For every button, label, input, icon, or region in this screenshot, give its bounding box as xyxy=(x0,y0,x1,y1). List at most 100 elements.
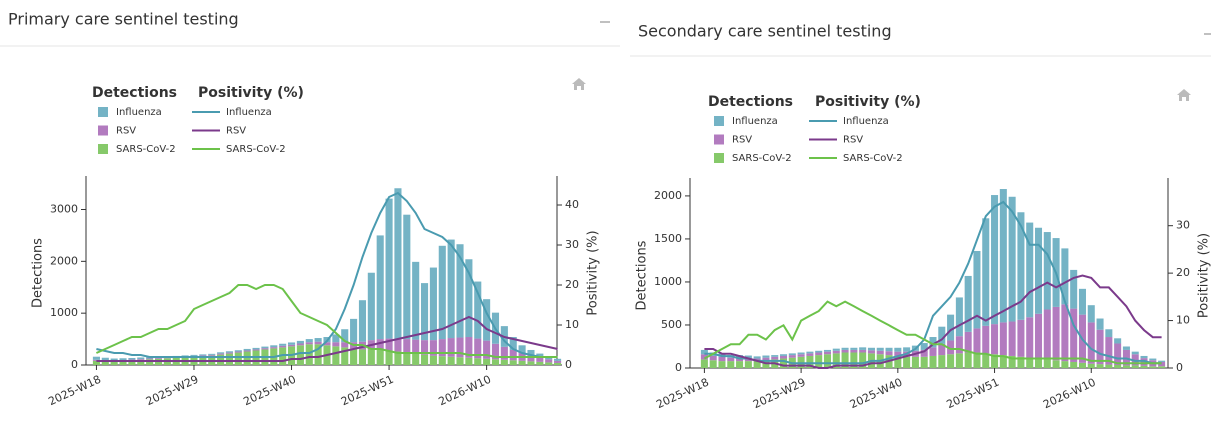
bar xyxy=(368,349,375,365)
y2-axis-title: Positivity (%) xyxy=(586,230,601,315)
bar xyxy=(412,262,419,340)
bar xyxy=(510,350,517,360)
bar xyxy=(456,357,463,365)
y2-axis-title: Positivity (%) xyxy=(1197,233,1211,318)
y2-tick-label: 30 xyxy=(565,238,579,251)
bar xyxy=(315,338,322,342)
bar xyxy=(137,357,144,359)
x-tick-label: 2025-W18 xyxy=(46,373,103,409)
bar xyxy=(1141,366,1148,368)
y-tick-label: 500 xyxy=(661,318,682,331)
bar xyxy=(350,319,357,342)
bar xyxy=(754,356,761,358)
bar xyxy=(297,345,304,365)
bar xyxy=(430,356,437,365)
legend-title: Positivity (%) xyxy=(198,85,304,101)
bar xyxy=(244,352,251,365)
bar xyxy=(1141,356,1148,358)
bar xyxy=(137,359,144,360)
legend-label: SARS-CoV-2 xyxy=(843,153,903,164)
bar xyxy=(386,350,393,365)
bar xyxy=(824,352,831,355)
bar xyxy=(789,355,796,358)
bar xyxy=(554,359,561,361)
y-tick-label: 0 xyxy=(71,358,78,371)
bar xyxy=(886,351,893,355)
bar xyxy=(947,354,954,368)
x-tick-label: 2025-W40 xyxy=(241,373,298,409)
home-button[interactable] xyxy=(1177,89,1191,101)
y2-tick-label: 10 xyxy=(1176,314,1190,327)
bar xyxy=(190,355,197,356)
bar xyxy=(1097,319,1104,330)
x-tick-label: 2025-W51 xyxy=(944,376,1001,412)
bar xyxy=(1044,309,1051,359)
bar xyxy=(412,340,419,354)
bar xyxy=(474,282,481,339)
bar xyxy=(842,348,849,350)
legend-title: Positivity (%) xyxy=(815,94,921,110)
bar xyxy=(377,349,384,365)
bar xyxy=(956,336,963,353)
x-tick-label: 2025-W18 xyxy=(654,376,711,412)
bar xyxy=(1044,232,1051,309)
bar xyxy=(1026,317,1033,357)
bar xyxy=(973,353,980,368)
legend-label: Influenza xyxy=(843,116,889,127)
bar xyxy=(119,358,126,360)
legend-label: Influenza xyxy=(732,116,778,127)
bar xyxy=(1053,360,1060,368)
y2-tick-label: 0 xyxy=(1176,361,1183,374)
legend-swatch xyxy=(98,144,108,154)
bar xyxy=(297,343,304,345)
bar xyxy=(465,358,472,365)
bar xyxy=(421,355,428,365)
bar xyxy=(1149,359,1156,361)
bar xyxy=(815,355,822,368)
legend-swatch xyxy=(98,126,108,136)
x-tick-label: 2026-W10 xyxy=(1041,376,1098,412)
bar xyxy=(279,346,286,348)
bar xyxy=(403,215,410,339)
y2-tick-label: 20 xyxy=(1176,266,1190,279)
bar xyxy=(982,353,989,368)
legend-label: Influenza xyxy=(226,107,272,118)
y2-tick-label: 10 xyxy=(565,318,579,331)
x-tick-label: 2025-W51 xyxy=(339,373,396,409)
legend-label: SARS-CoV-2 xyxy=(116,144,176,155)
bar xyxy=(850,350,857,353)
bar xyxy=(938,355,945,368)
bar xyxy=(1035,359,1042,368)
bar xyxy=(745,361,752,368)
bar xyxy=(501,360,508,365)
bar xyxy=(1079,363,1086,368)
bar xyxy=(877,348,884,351)
y-tick-label: 0 xyxy=(675,361,682,374)
bar xyxy=(403,339,410,352)
bar xyxy=(1132,365,1139,368)
bar xyxy=(1000,189,1007,322)
bar xyxy=(306,342,313,344)
bar xyxy=(762,356,769,358)
bar xyxy=(359,349,366,365)
bar xyxy=(798,353,805,355)
home-button[interactable] xyxy=(572,78,586,90)
legend-swatch xyxy=(98,107,108,117)
bar xyxy=(1088,322,1095,363)
y-axis-title: Detections xyxy=(635,240,650,310)
bar xyxy=(806,353,813,356)
legend-label: RSV xyxy=(732,135,752,146)
bar xyxy=(736,361,743,368)
bar xyxy=(1114,365,1121,368)
bar xyxy=(359,300,366,341)
bar xyxy=(780,356,787,359)
bar xyxy=(554,361,561,363)
bar xyxy=(403,353,410,365)
bar xyxy=(1097,364,1104,368)
bar xyxy=(727,361,734,368)
bar xyxy=(1026,223,1033,318)
bar xyxy=(780,354,787,356)
bar xyxy=(973,328,980,352)
x-tick-label: 2025-W29 xyxy=(751,376,808,412)
